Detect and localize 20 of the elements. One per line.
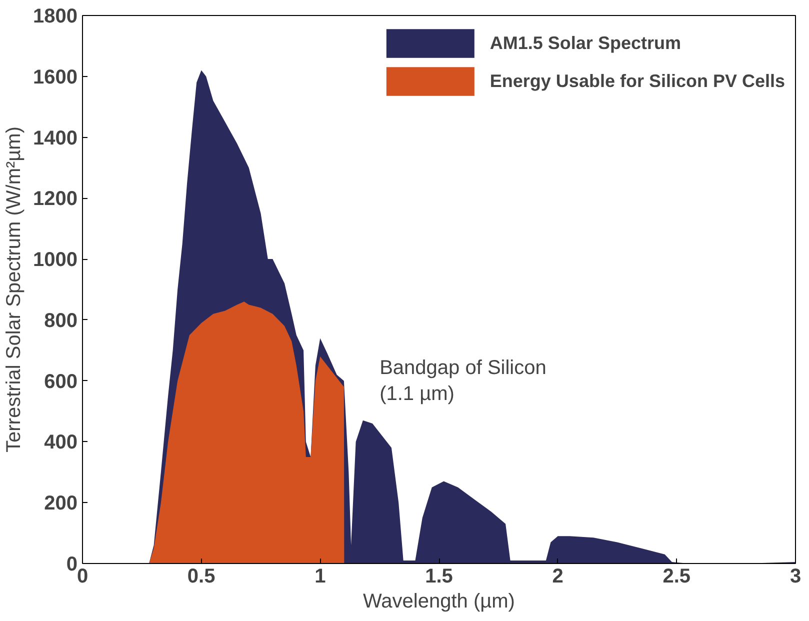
x-tick-label: 2.5 — [662, 566, 691, 588]
y-tick-label: 600 — [44, 370, 78, 393]
y-tick-label: 1800 — [33, 6, 78, 28]
y-axis-title: Terrestrial Solar Spectrum (W/m²µm) — [3, 126, 26, 452]
x-tick-label: 1 — [314, 566, 326, 588]
x-axis-title: Wavelength (µm) — [363, 590, 515, 612]
x-tick-label: 1.5 — [425, 566, 453, 588]
y-tick-label: 1400 — [33, 127, 78, 150]
legend-label: AM1.5 Solar Spectrum — [490, 32, 681, 54]
y-tick-label: 200 — [44, 492, 78, 515]
annotation: Bandgap of Silicon (1.1 µm) — [380, 356, 546, 406]
y-tick-label: 800 — [44, 310, 78, 332]
legend-label: Energy Usable for Silicon PV Cells — [490, 70, 785, 92]
x-tick-label: 2 — [552, 566, 564, 588]
y-tick-label: 1600 — [33, 66, 78, 88]
x-tick-label: 3 — [790, 566, 802, 588]
y-tick-label: 1200 — [33, 188, 78, 210]
y-tick-label: 400 — [44, 432, 78, 454]
x-tick-label: 0.5 — [187, 566, 216, 588]
y-tick-label: 1000 — [33, 249, 78, 272]
